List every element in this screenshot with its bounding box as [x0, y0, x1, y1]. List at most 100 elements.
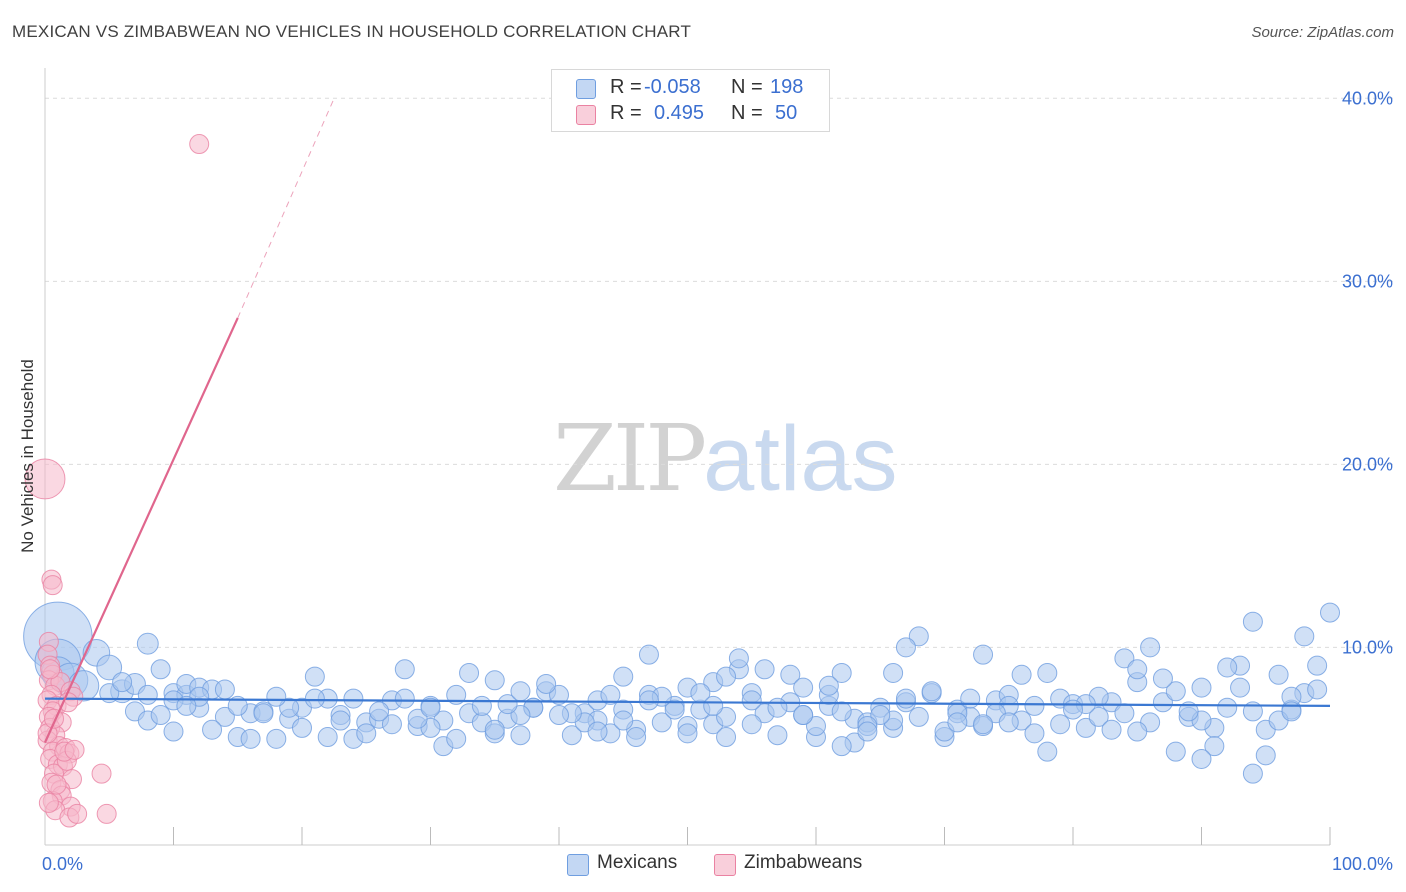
zimbabwean-point — [189, 134, 210, 155]
mexican-point — [1127, 659, 1148, 680]
mexican-point — [1320, 602, 1340, 623]
zimbabwean-point — [58, 692, 79, 713]
mexican-point — [1063, 699, 1083, 720]
mexican-point — [793, 705, 814, 726]
watermark-zip: ZIP — [553, 405, 707, 512]
mexican-point — [510, 681, 531, 702]
x-tick-label: 100.0% — [1332, 854, 1393, 874]
mexican-point — [317, 727, 338, 748]
mexican-point — [304, 688, 325, 709]
mexican-point — [394, 688, 415, 709]
mexican-point — [831, 701, 852, 722]
mexican-point — [1165, 681, 1186, 702]
mexican-point — [214, 706, 235, 727]
zimbabwean-point — [91, 763, 112, 784]
zimbabwean-point — [24, 458, 66, 500]
y-tick-label: 30.0% — [1342, 271, 1393, 291]
mexican-point — [741, 714, 762, 735]
zimbabwean-point — [46, 774, 67, 795]
mexican-point — [176, 695, 197, 716]
mexican-point — [1024, 695, 1045, 716]
mexican-point — [1165, 741, 1186, 762]
mexican-point — [716, 666, 737, 687]
legend-swatch-mexicans — [567, 854, 589, 876]
zimbabwean-point — [67, 803, 88, 824]
mexican-point — [1011, 664, 1032, 685]
mexican-point — [831, 662, 852, 683]
legend-n-value: 50 — [775, 102, 798, 124]
mexican-point — [150, 705, 171, 726]
mexican-point — [304, 666, 325, 687]
mexican-point — [266, 686, 287, 707]
mexican-point — [716, 727, 737, 748]
mexican-point — [895, 637, 916, 658]
mexican-point — [960, 688, 981, 709]
mexican-point — [703, 695, 724, 716]
mexican-point — [1204, 736, 1225, 757]
legend-r-value: -0.058 — [644, 76, 701, 98]
mexican-point — [1217, 697, 1238, 718]
mexican-point — [1178, 701, 1199, 722]
mexican-point — [728, 648, 749, 669]
mexican-point — [1294, 626, 1315, 647]
mexican-point — [253, 703, 274, 724]
zimbabweans-trend-extension — [237, 98, 335, 319]
mexican-point — [921, 681, 942, 702]
mexican-point — [831, 736, 852, 757]
mexican-point — [1191, 748, 1212, 769]
legend-label-zimbabweans: Zimbabweans — [744, 852, 863, 873]
mexican-point — [150, 659, 171, 680]
mexican-point — [112, 672, 133, 693]
mexican-point — [394, 659, 415, 680]
mexican-point — [587, 721, 608, 742]
legend-n-label: N = — [731, 102, 763, 124]
mexican-point — [369, 701, 390, 722]
mexican-point — [459, 662, 480, 683]
mexican-point — [1101, 719, 1122, 740]
mexican-point — [754, 659, 775, 680]
mexican-point — [484, 670, 505, 691]
mexican-point — [549, 684, 569, 705]
mexican-point — [1230, 677, 1251, 698]
mexican-point — [998, 712, 1019, 733]
mexican-point — [1255, 745, 1276, 766]
mexican-point — [1217, 657, 1238, 678]
legend-n-label: N = — [731, 76, 763, 98]
mexican-point — [446, 728, 467, 749]
mexican-point — [420, 697, 441, 718]
mexican-point — [793, 677, 814, 698]
mexican-point — [471, 695, 492, 716]
mexican-point — [806, 716, 826, 737]
mexican-point — [716, 706, 737, 727]
mexican-point — [549, 705, 569, 726]
mexican-point — [407, 708, 428, 729]
mexican-point — [1268, 664, 1289, 685]
zimbabweans-trend-line — [43, 317, 239, 743]
mexican-point — [947, 712, 968, 733]
mexican-point — [767, 725, 788, 746]
mexican-point — [381, 714, 402, 735]
mexican-point — [330, 710, 351, 731]
mexican-point — [973, 714, 994, 735]
legend-swatch-zimbabweans — [714, 854, 736, 876]
mexican-point — [510, 705, 531, 726]
mexican-point — [908, 626, 929, 647]
mexican-point — [664, 699, 685, 720]
mexican-point — [484, 719, 505, 740]
mexican-point — [510, 725, 531, 746]
zimbabwean-point — [38, 792, 59, 813]
mexican-point — [536, 673, 557, 694]
legend-r-value: 0.495 — [654, 102, 705, 124]
mexican-point — [343, 688, 364, 709]
mexican-point — [214, 679, 235, 700]
mexican-point — [870, 705, 891, 726]
mexican-point — [266, 728, 287, 749]
mexican-point — [973, 644, 994, 665]
mexican-point — [613, 710, 634, 731]
zimbabwean-point — [43, 708, 64, 729]
mexican-point — [1307, 655, 1328, 676]
mexican-point — [677, 723, 698, 744]
mexican-point — [136, 632, 159, 655]
legend-swatch-mexicans — [576, 79, 596, 99]
